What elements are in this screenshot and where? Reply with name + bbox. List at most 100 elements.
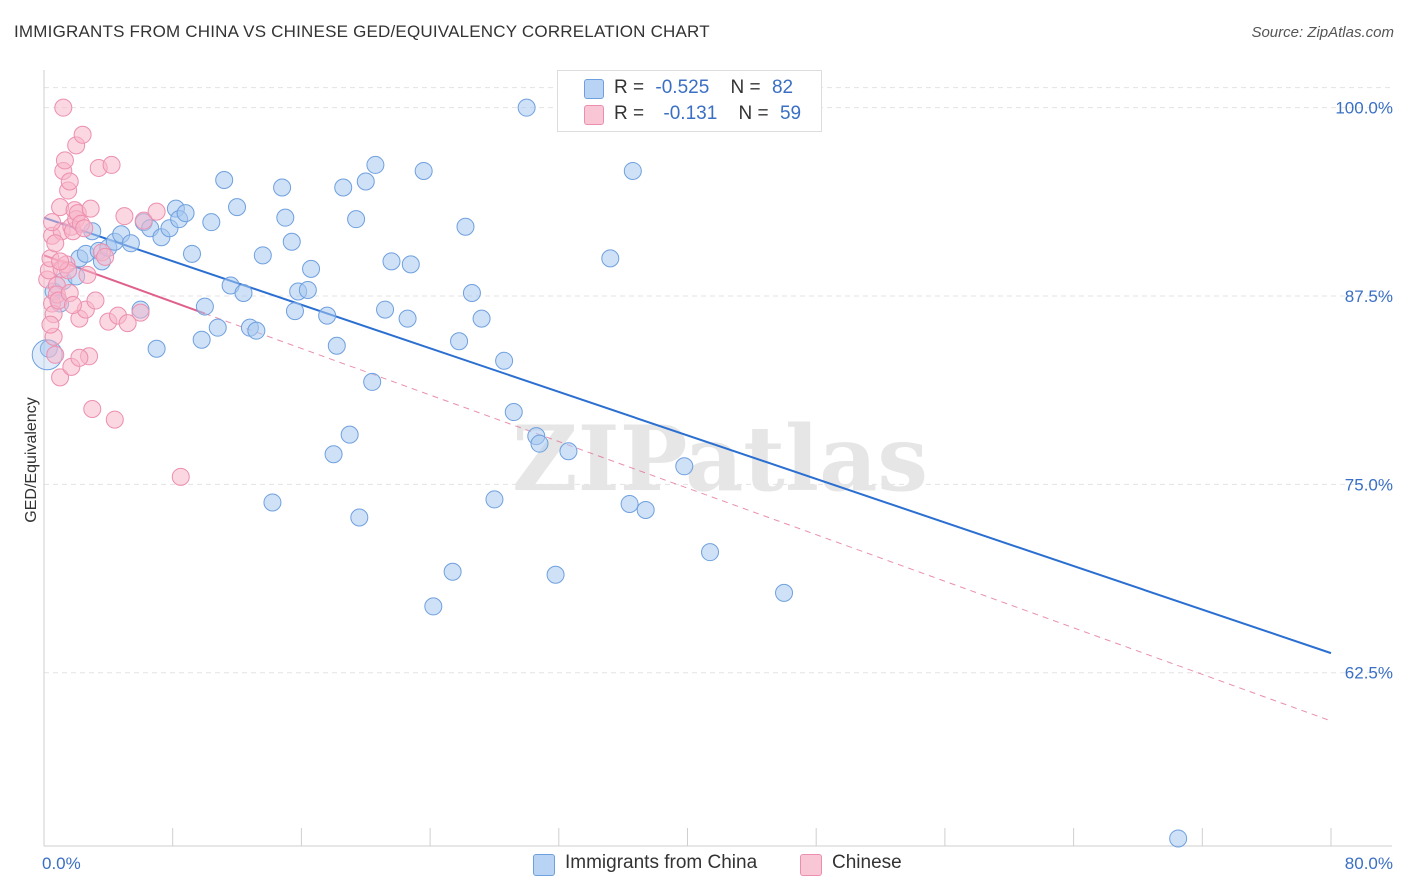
x-tick-label: 0.0%	[42, 854, 81, 873]
point-china	[414, 161, 433, 180]
point-chinese	[60, 172, 79, 191]
point-china	[347, 210, 366, 229]
point-china	[517, 98, 536, 117]
series-chinese-points	[38, 98, 190, 486]
point-china	[636, 500, 655, 519]
point-chinese	[131, 303, 150, 322]
point-china	[192, 330, 211, 349]
bottom-legend-swatch-china	[533, 854, 555, 876]
point-china	[472, 309, 491, 328]
point-china	[318, 306, 337, 325]
point-china	[366, 155, 385, 174]
point-china	[202, 213, 221, 232]
grid-lines	[44, 87, 1392, 674]
point-china	[675, 457, 694, 476]
point-china	[282, 232, 301, 251]
point-china	[546, 565, 565, 584]
point-chinese	[51, 368, 70, 387]
point-chinese	[102, 155, 121, 174]
point-chinese	[41, 315, 60, 334]
point-china	[195, 297, 214, 316]
point-chinese	[105, 410, 124, 429]
point-chinese	[54, 98, 73, 117]
point-chinese	[70, 348, 89, 367]
point-china	[356, 172, 375, 191]
y-tick-label: 62.5%	[1345, 664, 1393, 683]
legend-r-value: -0.131	[663, 103, 718, 124]
legend-n-label: N =	[730, 77, 761, 98]
stats-legend: R = -0.525 N = 82 R = -0.131 N = 59	[557, 70, 822, 132]
point-china	[701, 543, 720, 562]
point-china	[495, 351, 514, 370]
legend-r-label: R =	[614, 77, 645, 98]
legend-r-label: R =	[614, 103, 645, 124]
point-china	[176, 204, 195, 223]
bottom-legend-label-china: Immigrants from China	[565, 852, 758, 873]
point-chinese	[55, 151, 74, 170]
legend-n-value: 59	[779, 103, 802, 124]
point-chinese	[134, 211, 153, 230]
bottom-legend-swatch-chinese	[800, 854, 822, 876]
point-china	[324, 445, 343, 464]
point-china	[424, 597, 443, 616]
point-chinese	[171, 467, 190, 486]
point-china	[340, 425, 359, 444]
point-china	[504, 403, 523, 422]
trend-line-china	[43, 216, 1332, 655]
y-tick-label: 75.0%	[1345, 475, 1393, 494]
point-chinese	[75, 219, 94, 238]
point-china	[208, 318, 227, 337]
legend-r-value: -0.525	[655, 77, 710, 98]
point-china	[228, 198, 247, 217]
point-china	[234, 284, 253, 303]
point-china	[623, 161, 642, 180]
chart-source: Source: ZipAtlas.com	[1251, 24, 1394, 41]
legend-n-value: 82	[771, 77, 794, 98]
point-chinese	[63, 296, 82, 315]
trend-line-chinese-dashed	[204, 313, 1332, 722]
point-chinese	[83, 400, 102, 419]
point-chinese	[118, 314, 137, 333]
point-china	[443, 562, 462, 581]
point-china	[285, 302, 304, 321]
point-china	[327, 336, 346, 355]
point-china	[401, 255, 420, 274]
point-china	[253, 246, 272, 265]
point-chinese	[43, 213, 62, 232]
point-chinese	[51, 198, 70, 217]
point-china	[601, 249, 620, 268]
point-chinese	[96, 247, 115, 266]
point-china	[263, 493, 282, 512]
point-china	[247, 321, 266, 340]
point-china	[382, 252, 401, 271]
x-tick-label: 80.0%	[1345, 854, 1393, 873]
point-chinese	[86, 291, 105, 310]
tick-labels: 100.0% 87.5% 75.0% 62.5% 0.0% 80.0%	[42, 99, 1393, 873]
legend-n-label: N =	[738, 103, 769, 124]
point-china	[350, 508, 369, 527]
point-china	[485, 490, 504, 509]
legend-swatch-china	[584, 79, 604, 99]
point-china	[121, 234, 140, 253]
point-chinese	[78, 265, 97, 284]
point-china	[334, 178, 353, 197]
point-chinese	[147, 202, 166, 221]
point-chinese	[51, 252, 70, 271]
point-china	[183, 244, 202, 263]
point-china	[273, 178, 292, 197]
point-chinese	[46, 234, 65, 253]
legend-swatch-chinese	[584, 105, 604, 125]
point-china	[530, 434, 549, 453]
point-china	[302, 259, 321, 278]
point-china	[276, 208, 295, 227]
point-chinese	[81, 199, 100, 218]
point-china	[376, 300, 395, 319]
y-tick-label: 100.0%	[1335, 99, 1393, 118]
y-tick-label: 87.5%	[1345, 287, 1393, 306]
point-china	[147, 339, 166, 358]
point-chinese	[46, 345, 65, 364]
point-china	[398, 309, 417, 328]
point-chinese	[73, 125, 92, 144]
point-china	[450, 332, 469, 351]
